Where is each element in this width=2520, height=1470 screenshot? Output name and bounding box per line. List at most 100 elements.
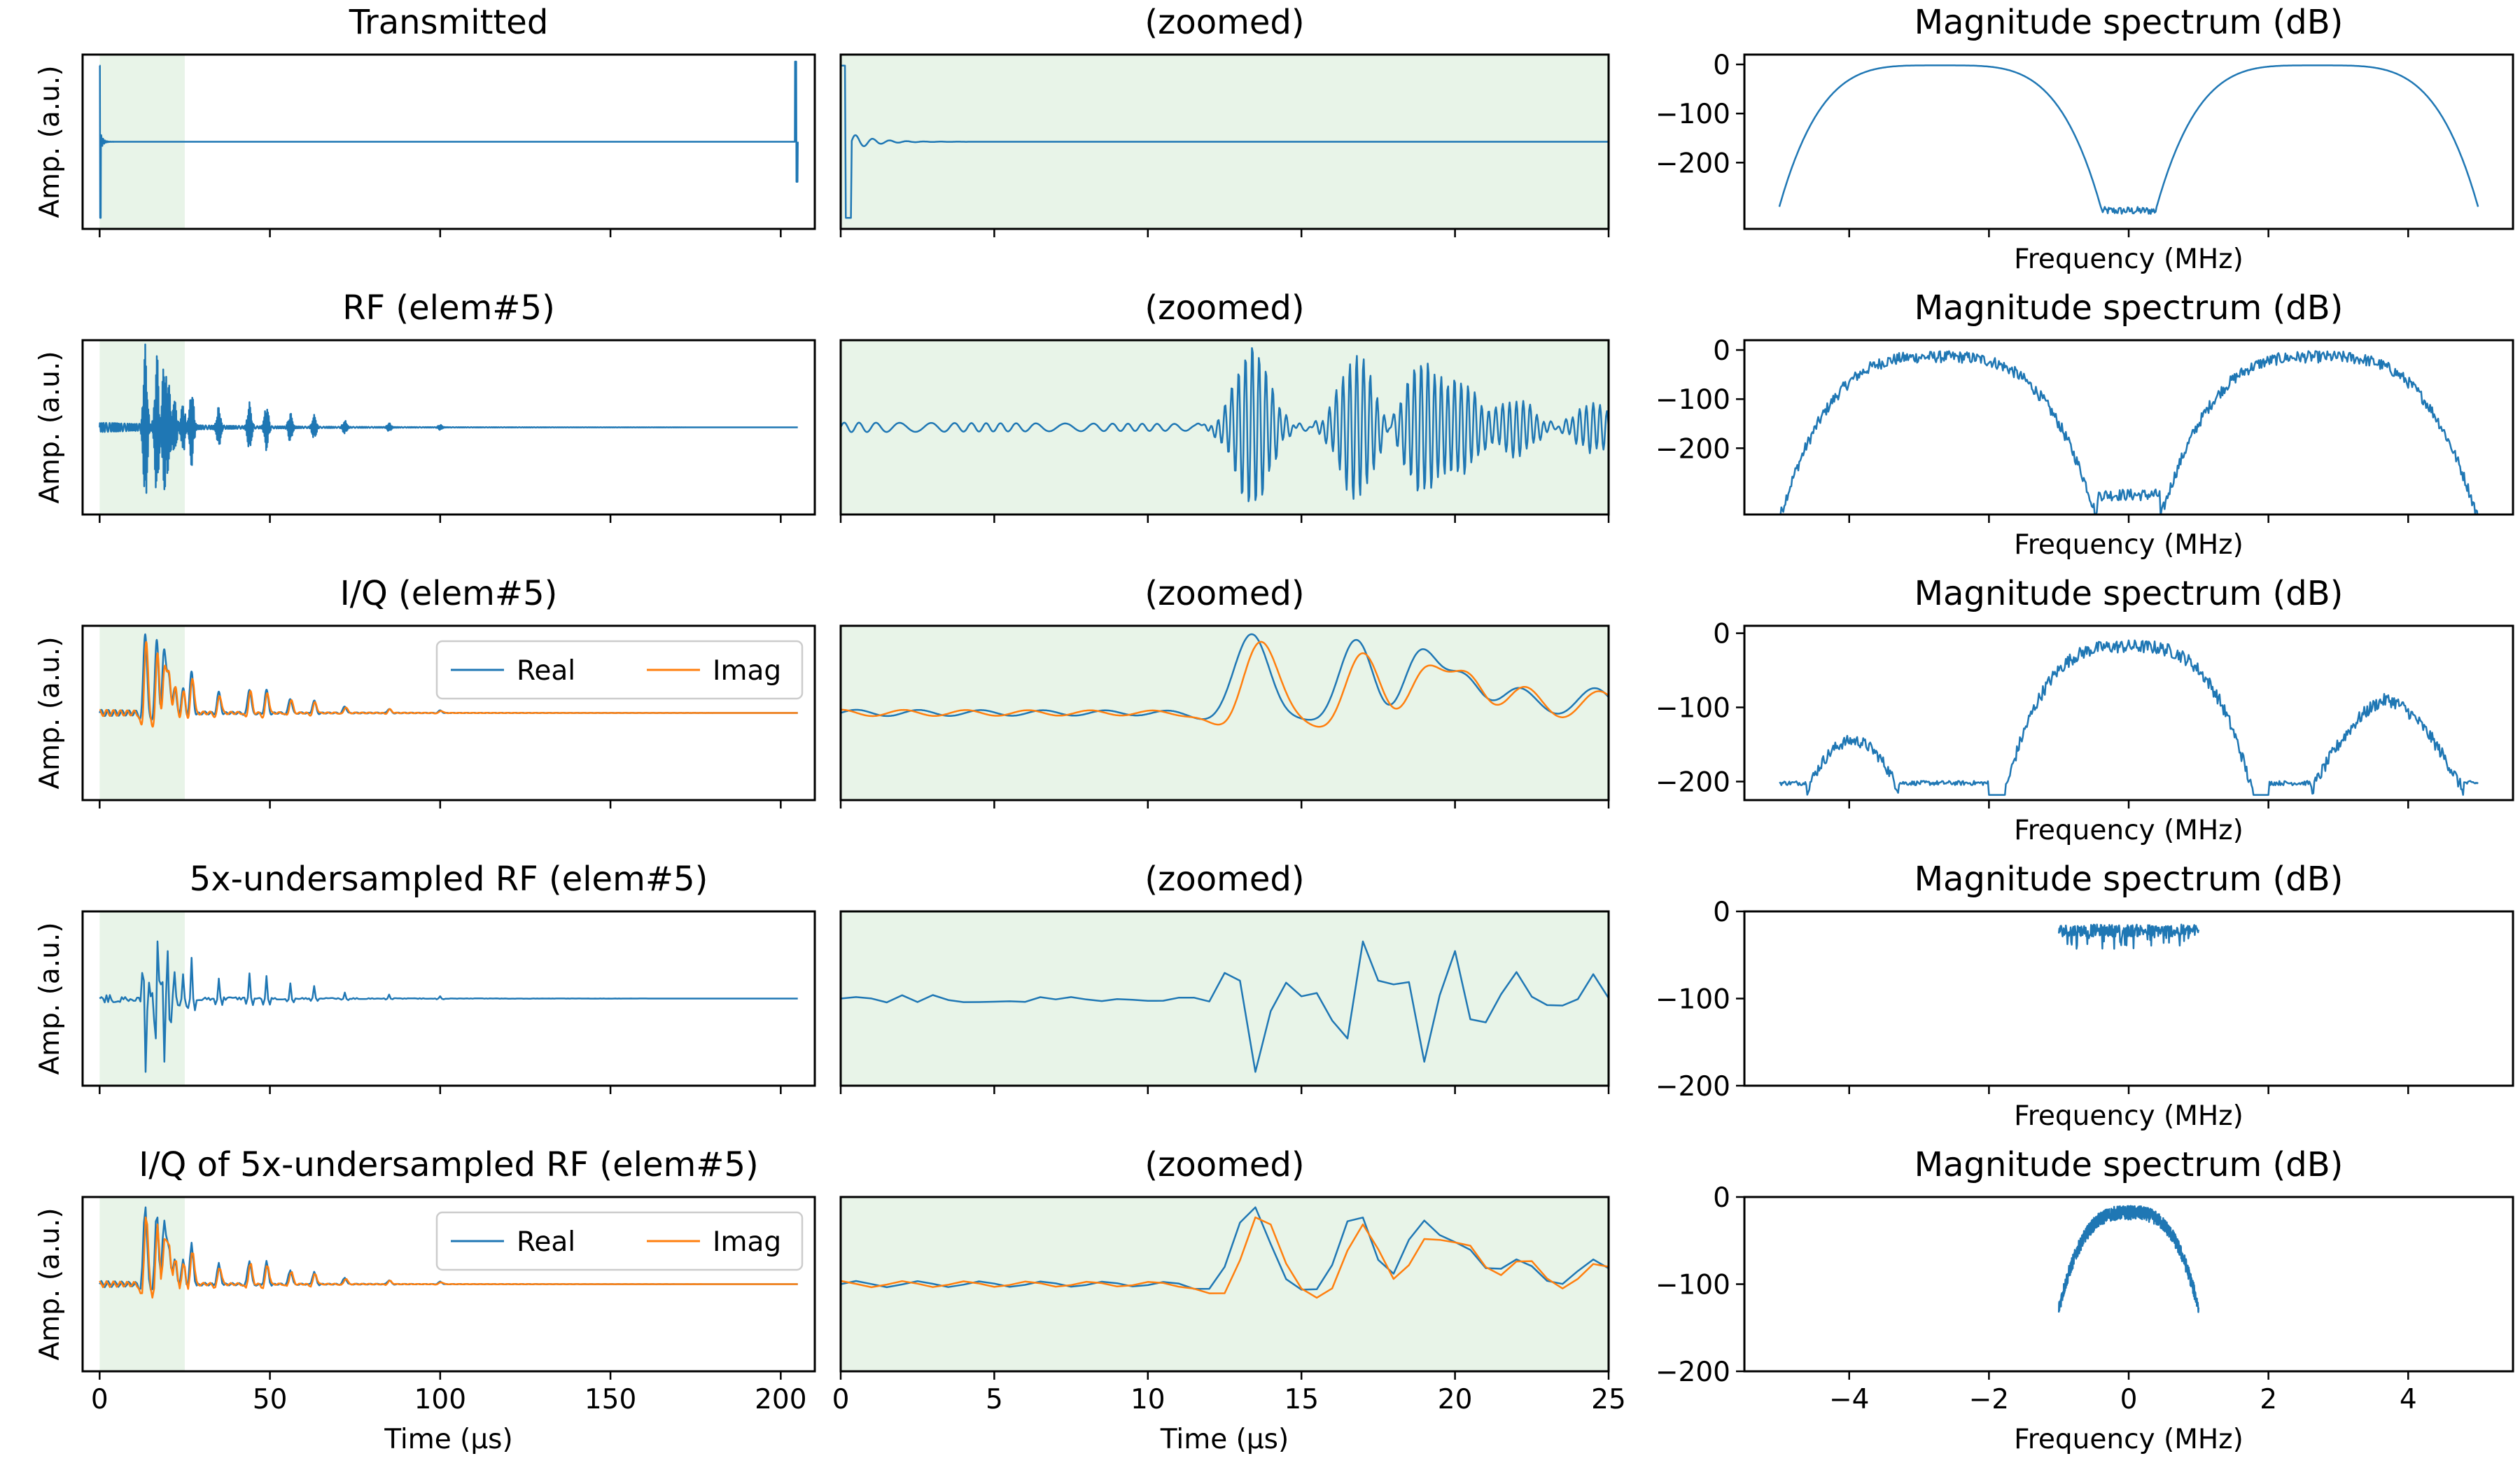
spectrum-series-r3 bbox=[2057, 923, 2200, 950]
axes-frame-r0c0 bbox=[81, 53, 816, 230]
axes-frame-r3c1 bbox=[839, 910, 1610, 1087]
r4spec-xtick-label: 0 bbox=[2120, 1384, 2138, 1415]
legend-real-label-row2: Real bbox=[517, 655, 575, 687]
r4spec-xtick-label: −4 bbox=[1829, 1384, 1870, 1415]
panel-title-r2: I/Q (elem#5) bbox=[340, 574, 558, 613]
highlight-band-r3c1 bbox=[841, 911, 1609, 1086]
spectrum-frame-r4 bbox=[1743, 1196, 2514, 1373]
legend-box-row4 bbox=[435, 1211, 804, 1271]
r1spec-ytick-label: −100 bbox=[1656, 384, 1730, 416]
panel-title-r0: Transmitted bbox=[349, 3, 549, 42]
panel-title-r1: RF (elem#5) bbox=[342, 288, 555, 328]
legend-real-label-row4: Real bbox=[517, 1226, 575, 1258]
series-imag-r2c1 bbox=[841, 640, 1609, 728]
spectrum-title-r1: Magnitude spectrum (dB) bbox=[1914, 288, 2344, 328]
spectrum-frame-r0 bbox=[1743, 53, 2514, 230]
r4spec-xtick-label: −2 bbox=[1969, 1384, 2010, 1415]
r4spec-xtick-label: 4 bbox=[2400, 1384, 2417, 1415]
ylabel-amp-r0: Amp. (a.u.) bbox=[34, 65, 66, 218]
r4c0-xtick-label: 50 bbox=[253, 1384, 288, 1415]
xlabel-freq-r4: Frequency (MHz) bbox=[2014, 1424, 2244, 1455]
r2spec-ytick-label: 0 bbox=[1713, 619, 1730, 650]
series-real-r0c0 bbox=[99, 60, 799, 219]
r4c1-xtick-label: 25 bbox=[1591, 1384, 1626, 1415]
axes-frame-r4c1 bbox=[839, 1196, 1610, 1373]
axes-frame-r3c0 bbox=[81, 910, 816, 1087]
legend-imag-label-row4: Imag bbox=[713, 1226, 781, 1258]
r4c1-xtick-label: 20 bbox=[1438, 1384, 1473, 1415]
spectrum-series-r2 bbox=[1779, 639, 2479, 796]
series-real-r3c1 bbox=[841, 940, 1609, 1073]
r0spec-ytick-label: −100 bbox=[1656, 99, 1730, 130]
r3spec-ytick-label: 0 bbox=[1713, 897, 1730, 928]
series-real-r2c1 bbox=[841, 633, 1609, 721]
r4c0-xtick-label: 150 bbox=[584, 1384, 636, 1415]
r3spec-ytick-label: −100 bbox=[1656, 984, 1730, 1016]
series-imag-r4c0 bbox=[99, 1216, 798, 1299]
series-imag-r2c0 bbox=[99, 640, 799, 728]
axes-frame-r2c0 bbox=[81, 624, 816, 802]
r3spec-ytick-label: −200 bbox=[1656, 1071, 1730, 1102]
r0spec-ytick-label: −200 bbox=[1656, 148, 1730, 179]
legend-box-row2 bbox=[435, 640, 804, 700]
r2spec-ytick-label: −200 bbox=[1656, 767, 1730, 799]
zoom-title-r0: (zoomed) bbox=[1144, 3, 1304, 42]
spectrum-title-r2: Magnitude spectrum (dB) bbox=[1914, 574, 2344, 613]
series-real-r4c1 bbox=[841, 1206, 1609, 1291]
r4c0-xtick-label: 200 bbox=[755, 1384, 806, 1415]
highlight-band-r2c1 bbox=[841, 626, 1609, 800]
spectrum-frame-r1 bbox=[1743, 339, 2514, 516]
xlabel-time-c0: Time (µs) bbox=[384, 1424, 512, 1455]
ylabel-amp-r3: Amp. (a.u.) bbox=[34, 922, 66, 1074]
r1spec-ytick-label: 0 bbox=[1713, 335, 1730, 367]
axes-frame-r0c1 bbox=[839, 53, 1610, 230]
axes-frame-r2c1 bbox=[839, 624, 1610, 802]
spectrum-series-r0 bbox=[1778, 64, 2479, 215]
ylabel-amp-r4: Amp. (a.u.) bbox=[34, 1208, 66, 1360]
spectrum-series-r4 bbox=[2057, 1205, 2200, 1313]
highlight-band-r4c1 bbox=[841, 1197, 1609, 1371]
panel-title-r4: I/Q of 5x-undersampled RF (elem#5) bbox=[139, 1145, 759, 1184]
r0spec-ytick-label: 0 bbox=[1713, 50, 1730, 81]
r4spec-ytick-label: 0 bbox=[1713, 1182, 1730, 1214]
panel-title-r3: 5x-undersampled RF (elem#5) bbox=[190, 860, 708, 899]
series-real-r1c0 bbox=[99, 343, 799, 494]
zoom-title-r3: (zoomed) bbox=[1144, 860, 1304, 899]
xlabel-time-c1: Time (µs) bbox=[1160, 1424, 1289, 1455]
r4c1-xtick-label: 0 bbox=[832, 1384, 850, 1415]
r1spec-ytick-label: −200 bbox=[1656, 433, 1730, 465]
zoom-title-r1: (zoomed) bbox=[1144, 288, 1304, 328]
r4c0-xtick-label: 100 bbox=[414, 1384, 466, 1415]
spectrum-frame-r3 bbox=[1743, 910, 2514, 1087]
axes-frame-r4c0 bbox=[81, 1196, 816, 1373]
r4c0-xtick-label: 0 bbox=[91, 1384, 108, 1415]
xlabel-freq-r3: Frequency (MHz) bbox=[2014, 1100, 2244, 1132]
r2spec-ytick-label: −100 bbox=[1656, 693, 1730, 724]
highlight-band-r3c0 bbox=[99, 911, 185, 1086]
r4spec-ytick-label: −100 bbox=[1656, 1270, 1730, 1301]
spectrum-title-r0: Magnitude spectrum (dB) bbox=[1914, 3, 2344, 42]
xlabel-freq-r2: Frequency (MHz) bbox=[2014, 815, 2244, 846]
r4c1-xtick-label: 15 bbox=[1284, 1384, 1319, 1415]
series-real-r1c1 bbox=[841, 346, 1609, 503]
r4spec-ytick-label: −200 bbox=[1656, 1357, 1730, 1388]
series-real-r3c0 bbox=[99, 940, 798, 1073]
axes-frame-r1c0 bbox=[81, 339, 816, 516]
series-imag-r4c1 bbox=[841, 1216, 1609, 1299]
spectrum-series-r1 bbox=[1779, 350, 2479, 514]
legend-imag-label-row2: Imag bbox=[713, 655, 781, 687]
r4c1-xtick-label: 10 bbox=[1130, 1384, 1166, 1415]
spectrum-title-r3: Magnitude spectrum (dB) bbox=[1914, 860, 2344, 899]
xlabel-freq-r0: Frequency (MHz) bbox=[2014, 244, 2244, 275]
ylabel-amp-r1: Amp. (a.u.) bbox=[34, 351, 66, 503]
spectrum-title-r4: Magnitude spectrum (dB) bbox=[1914, 1145, 2344, 1184]
ylabel-amp-r2: Amp. (a.u.) bbox=[34, 636, 66, 789]
spectrum-frame-r2 bbox=[1743, 624, 2514, 802]
zoom-title-r4: (zoomed) bbox=[1144, 1145, 1304, 1184]
xlabel-freq-r1: Frequency (MHz) bbox=[2014, 529, 2244, 561]
series-real-r0c1 bbox=[841, 64, 1609, 219]
zoom-title-r2: (zoomed) bbox=[1144, 574, 1304, 613]
r4c1-xtick-label: 5 bbox=[986, 1384, 1003, 1415]
